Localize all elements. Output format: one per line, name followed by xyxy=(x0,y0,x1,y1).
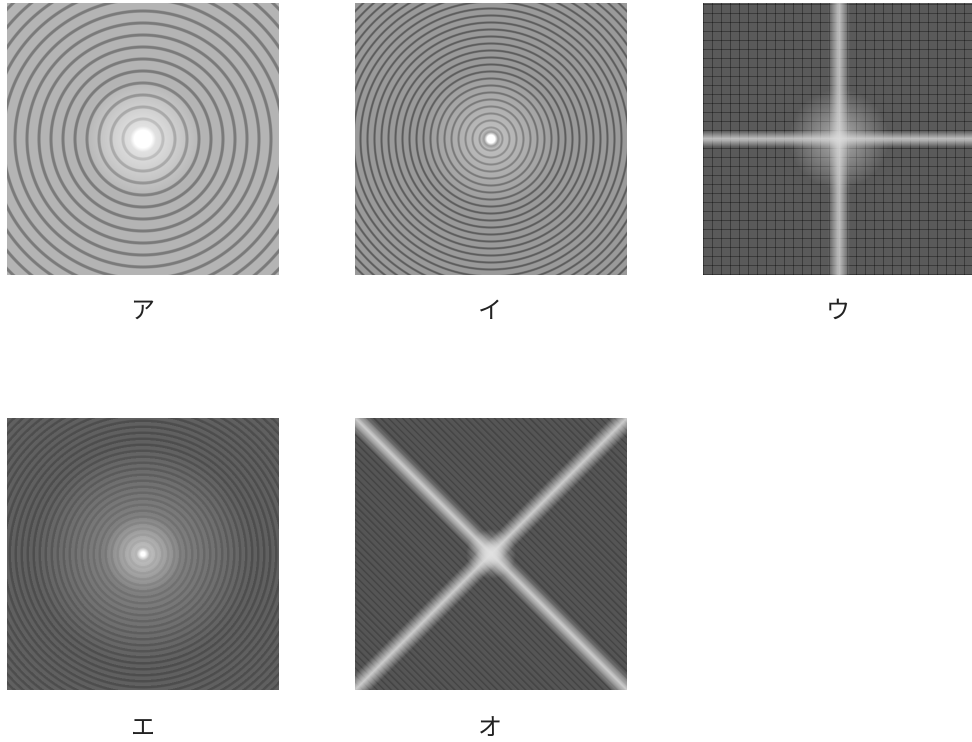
spectrum-image xyxy=(355,3,627,275)
figure-label: エ xyxy=(131,713,155,741)
figure-label: ア xyxy=(131,296,155,324)
spectrum-image xyxy=(355,418,627,690)
figure-label: ウ xyxy=(826,296,850,324)
figure-label: イ xyxy=(478,296,502,324)
spectrum-image xyxy=(703,3,972,275)
spectrum-image xyxy=(7,3,279,275)
spectrum-image xyxy=(7,418,279,690)
figure-label: オ xyxy=(478,713,502,741)
